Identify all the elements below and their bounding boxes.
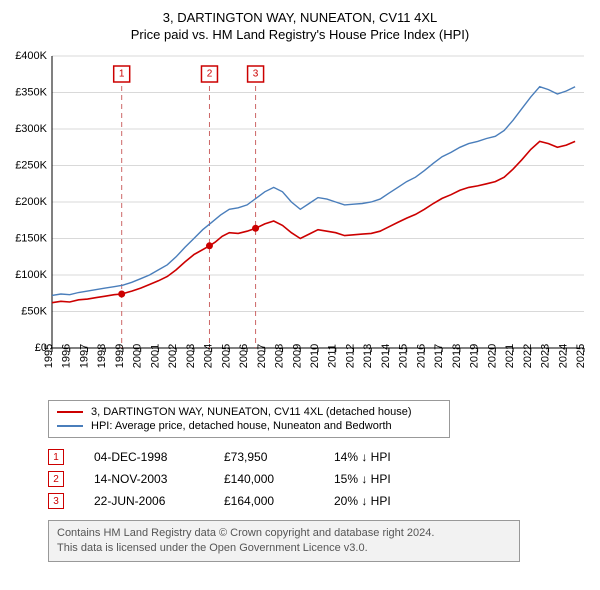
sale-date: 04-DEC-1998 — [94, 450, 194, 464]
legend-swatch — [57, 411, 83, 413]
legend-box: 3, DARTINGTON WAY, NUNEATON, CV11 4XL (d… — [48, 400, 450, 438]
x-axis-tick-label: 2004 — [203, 344, 215, 368]
y-axis-tick-label: £400K — [15, 50, 47, 62]
sale-date: 14-NOV-2003 — [94, 472, 194, 486]
x-axis-tick-label: 2015 — [398, 344, 410, 368]
chart-title: 3, DARTINGTON WAY, NUNEATON, CV11 4XL — [10, 10, 590, 25]
x-axis-tick-label: 2000 — [132, 344, 144, 368]
legend-label: HPI: Average price, detached house, Nune… — [91, 420, 392, 432]
x-axis-tick-label: 2014 — [380, 344, 392, 368]
y-axis-tick-label: £150K — [15, 232, 47, 244]
chart-subtitle: Price paid vs. HM Land Registry's House … — [10, 27, 590, 42]
legend-item: HPI: Average price, detached house, Nune… — [57, 419, 441, 433]
sale-marker-label: 2 — [207, 69, 213, 80]
sale-price: £73,950 — [224, 450, 304, 464]
x-axis-tick-label: 2020 — [486, 344, 498, 368]
x-axis-tick-label: 2010 — [309, 344, 321, 368]
sale-row: 2 14-NOV-2003 £140,000 15% ↓ HPI — [48, 468, 590, 490]
x-axis-tick-label: 2017 — [433, 344, 445, 368]
sale-marker-label: 3 — [253, 69, 259, 80]
x-axis-tick-label: 2003 — [185, 344, 197, 368]
x-axis-tick-label: 1999 — [114, 344, 126, 368]
x-axis-tick-label: 2007 — [256, 344, 268, 368]
sale-hpi-delta: 15% ↓ HPI — [334, 472, 424, 486]
x-axis-tick-label: 1998 — [96, 344, 108, 368]
chart-plot-area: £0£50K£100K£150K£200K£250K£300K£350K£400… — [10, 50, 590, 390]
x-axis-tick-label: 2018 — [451, 344, 463, 368]
sale-hpi-delta: 20% ↓ HPI — [334, 494, 424, 508]
x-axis-tick-label: 2024 — [557, 344, 569, 368]
x-axis-tick-label: 2005 — [220, 344, 232, 368]
sale-hpi-delta: 14% ↓ HPI — [334, 450, 424, 464]
line-chart-svg: £0£50K£100K£150K£200K£250K£300K£350K£400… — [10, 50, 590, 390]
x-axis-tick-label: 2009 — [291, 344, 303, 368]
x-axis-tick-label: 1995 — [43, 344, 55, 368]
legend-swatch — [57, 425, 83, 427]
x-axis-tick-label: 2013 — [362, 344, 374, 368]
x-axis-tick-label: 2023 — [540, 344, 552, 368]
sale-marker-label: 1 — [119, 69, 125, 80]
x-axis-tick-label: 2021 — [504, 344, 516, 368]
y-axis-tick-label: £250K — [15, 159, 47, 171]
sale-marker-box: 2 — [48, 471, 64, 487]
x-axis-tick-label: 1996 — [61, 344, 73, 368]
y-axis-tick-label: £300K — [15, 123, 47, 135]
y-axis-tick-label: £50K — [21, 305, 47, 317]
attribution-footer: Contains HM Land Registry data © Crown c… — [48, 520, 520, 562]
chart-container: 3, DARTINGTON WAY, NUNEATON, CV11 4XL Pr… — [0, 0, 600, 572]
y-axis-tick-label: £350K — [15, 86, 47, 98]
sale-marker-box: 3 — [48, 493, 64, 509]
x-axis-tick-label: 1997 — [78, 344, 90, 368]
x-axis-tick-label: 2016 — [415, 344, 427, 368]
x-axis-tick-label: 2001 — [149, 344, 161, 368]
sale-marker-box: 1 — [48, 449, 64, 465]
x-axis-tick-label: 2008 — [274, 344, 286, 368]
x-axis-tick-label: 2025 — [575, 344, 587, 368]
sale-row: 3 22-JUN-2006 £164,000 20% ↓ HPI — [48, 490, 590, 512]
y-axis-tick-label: £200K — [15, 196, 47, 208]
x-axis-tick-label: 2006 — [238, 344, 250, 368]
sale-price: £164,000 — [224, 494, 304, 508]
x-axis-tick-label: 2012 — [344, 344, 356, 368]
x-axis-tick-label: 2019 — [469, 344, 481, 368]
legend-label: 3, DARTINGTON WAY, NUNEATON, CV11 4XL (d… — [91, 406, 412, 418]
sale-date: 22-JUN-2006 — [94, 494, 194, 508]
y-axis-tick-label: £100K — [15, 269, 47, 281]
footer-line-2: This data is licensed under the Open Gov… — [57, 541, 511, 556]
sale-price: £140,000 — [224, 472, 304, 486]
x-axis-tick-label: 2022 — [522, 344, 534, 368]
footer-line-1: Contains HM Land Registry data © Crown c… — [57, 526, 511, 541]
x-axis-tick-label: 2002 — [167, 344, 179, 368]
legend-item: 3, DARTINGTON WAY, NUNEATON, CV11 4XL (d… — [57, 405, 441, 419]
series-hpi — [52, 87, 575, 296]
sale-row: 1 04-DEC-1998 £73,950 14% ↓ HPI — [48, 446, 590, 468]
sales-table: 1 04-DEC-1998 £73,950 14% ↓ HPI 2 14-NOV-2003… — [48, 446, 590, 512]
